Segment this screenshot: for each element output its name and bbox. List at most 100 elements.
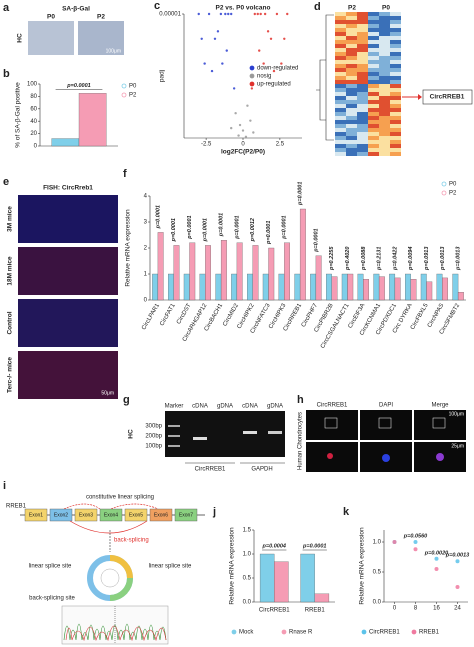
image [18,247,118,295]
trace [65,625,167,642]
heat-cell [379,124,390,128]
column-label: P0 [47,14,55,21]
p-value: p=0.0001 [302,543,326,549]
y-tick-label: 1.0 [243,552,252,558]
bar [173,245,180,301]
column-label: Merge [431,403,449,409]
heat-cell [357,60,368,64]
x-tick-label: CircFAT1 [159,302,177,327]
heat-cell [368,132,379,136]
exon-label: Exon4 [104,512,118,518]
y-tick-label: 0.0 [243,600,252,606]
heat-cell [346,84,357,88]
lane-label: gDNA [267,404,283,410]
legend-marker [441,190,447,196]
heat-cell [368,140,379,144]
heat-cell [335,20,346,24]
heat-cell [390,56,401,60]
point [207,12,211,16]
y-tick-label: 1.0 [373,540,382,546]
heat-cell [357,56,368,60]
heat-cell [379,88,390,92]
heat-cell [346,36,357,40]
exon [24,508,48,522]
heat-cell [368,112,379,116]
point [238,123,242,127]
heat-cell [390,36,401,40]
point [259,12,262,16]
heat-cell [346,76,357,80]
image [28,21,74,55]
bar [220,240,227,301]
bar [436,273,443,301]
heat-cell [379,148,390,152]
splice-arrow [63,503,159,510]
heat-cell [379,140,390,144]
bar [168,273,174,301]
y-tick-label: 80 [30,94,37,100]
heat-cell [346,16,357,20]
legend-marker [441,181,447,187]
p-value: p=0.0013 [456,247,462,271]
circrna-segment [109,555,133,579]
heat-cell [335,132,346,136]
point [227,12,230,16]
exon-label: Exon2 [54,512,68,518]
heat-cell [335,148,346,152]
heat-cell [346,80,357,84]
x-tick-label: -2.5 [201,142,212,148]
heat-cell [390,76,401,80]
heat-cell [335,60,346,64]
heat-cell [368,20,379,24]
point [252,131,255,134]
bar [405,273,411,301]
panel-label: e [3,176,9,188]
heat-cell [357,24,368,28]
heat-cell [379,112,390,116]
heat-cell [379,108,390,112]
heat-cell [346,24,357,28]
heat-cell [379,132,390,136]
bar [183,273,190,301]
heat-cell [368,40,379,44]
row-label: HC [17,33,24,43]
heat-cell [390,32,401,36]
heat-cell [357,36,368,40]
label-box [422,89,473,105]
splice-site-label: linear splice site [29,564,72,570]
heat-cell [390,96,401,100]
splicing-label: constitutive linear splicing [86,495,154,501]
heat-cell [346,56,357,60]
y-tick-label: 1.5 [243,528,252,534]
point [280,62,283,65]
heat-cell [390,100,401,104]
point [237,134,240,137]
bar [262,273,269,301]
heat-cell [390,68,401,72]
heat-cell [390,132,401,136]
bar [299,208,306,301]
heat-cell [335,144,346,148]
point [253,12,256,16]
ladder-label: 300bp [145,424,162,430]
exon [149,508,173,522]
bar [274,561,289,603]
exon-label: Exon6 [154,512,168,518]
point [258,49,261,52]
exon-label: Exon3 [79,512,93,518]
legend-marker [121,83,127,89]
heat-cell [357,136,368,140]
heat-cell [335,108,346,112]
highlight-label: CircRREB1 [430,94,465,101]
heat-cell [335,72,346,76]
point [230,126,233,130]
heat-cell [357,96,368,100]
heat-cell [335,32,346,36]
heat-cell [346,20,357,24]
heat-cell [379,96,390,100]
heat-cell [368,56,379,60]
ladder-label: 100bp [145,444,162,450]
splice-site-label: linear splice site [149,564,192,570]
heat-cell [357,152,368,156]
heat-cell [368,68,379,72]
